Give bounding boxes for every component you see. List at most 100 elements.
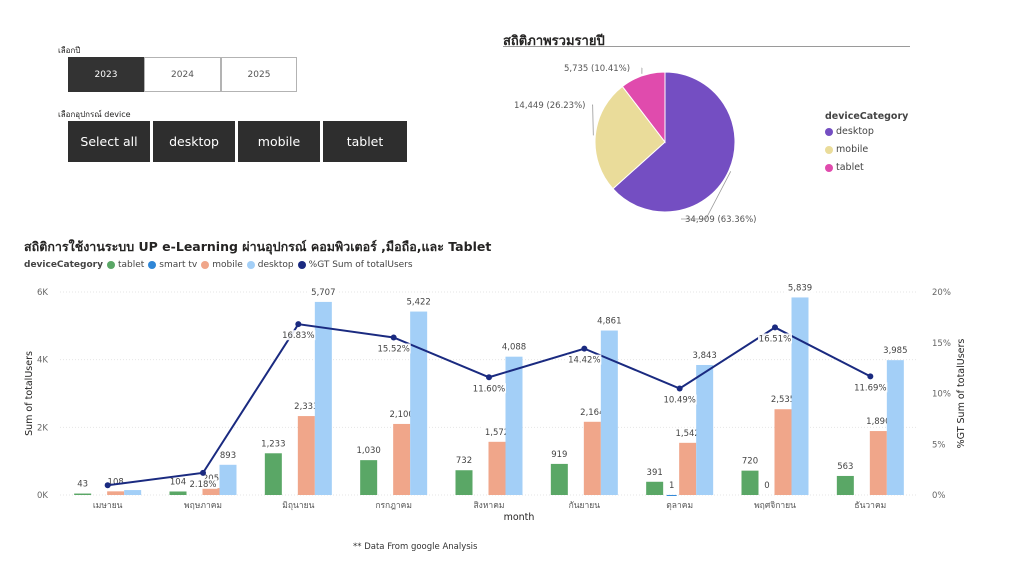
bar-mobile-0[interactable]	[107, 491, 125, 495]
pct-gt-point-7[interactable]	[772, 324, 778, 331]
data-label-bg	[75, 478, 90, 489]
data-label-bg	[454, 455, 474, 466]
pct-gt-point-5[interactable]	[581, 345, 588, 352]
data-label-bg	[354, 445, 384, 456]
x-tick-label: กรกฎาคม	[375, 501, 412, 511]
x-tick-label: พฤศจิกายน	[754, 501, 796, 511]
pie-slice-desktop[interactable]	[612, 71, 736, 213]
year-button-2024[interactable]: 2024	[144, 57, 221, 92]
data-label-bg	[258, 438, 288, 449]
pct-gt-point-1[interactable]	[200, 469, 206, 476]
pie-legend-mobile[interactable]: mobile	[825, 144, 868, 155]
x-axis-title: month	[504, 512, 535, 523]
x-tick-label: พฤษภาคม	[184, 501, 222, 511]
data-label-bg	[785, 282, 815, 293]
pct-gt-label: 11.60%	[473, 384, 505, 394]
bar-desktop-8[interactable]	[886, 360, 904, 495]
device-button-desktop[interactable]: desktop	[153, 121, 235, 162]
data-label-bg	[740, 455, 760, 466]
year-button-2025[interactable]: 2025	[221, 57, 297, 92]
device-button-select-all[interactable]: Select all	[68, 121, 150, 162]
bar-desktop-1[interactable]	[219, 464, 237, 495]
bar-mobile-2[interactable]	[297, 416, 315, 495]
pct-gt-point-2[interactable]	[295, 321, 302, 328]
bar-tablet-3[interactable]	[360, 460, 378, 495]
data-label-mobile: 2,333	[294, 402, 318, 412]
legend-item-tablet[interactable]: tablet	[106, 260, 144, 270]
bar-desktop-7[interactable]	[791, 297, 809, 495]
bar-tablet-8[interactable]	[836, 475, 854, 495]
legend-item-desktop[interactable]: desktop	[246, 260, 294, 270]
legend-item-pct-gt[interactable]: %GT Sum of totalUsers	[297, 260, 413, 270]
data-label-desktop: 3,843	[692, 351, 716, 361]
pie-legend-title: deviceCategory	[825, 111, 909, 122]
bar-desktop-3[interactable]	[410, 311, 428, 495]
pct-gt-point-6[interactable]	[676, 385, 683, 392]
device-button-mobile[interactable]: mobile	[238, 121, 320, 162]
bar-smart-tv-6[interactable]	[666, 494, 677, 496]
legend-item-smart-tv[interactable]: smart tv	[148, 260, 197, 270]
bar-tablet-5[interactable]	[550, 463, 568, 495]
pie-legend-desktop[interactable]: desktop	[825, 126, 874, 137]
bar-desktop-0[interactable]	[124, 490, 142, 495]
bar-desktop-5[interactable]	[600, 330, 618, 495]
pct-gt-point-0[interactable]	[104, 482, 111, 489]
pct-gt-point-4[interactable]	[486, 374, 492, 381]
bar-desktop-2[interactable]	[314, 301, 332, 495]
legend-label: mobile	[836, 144, 869, 155]
bar-mobile-6[interactable]	[679, 442, 697, 495]
device-button-tablet[interactable]: tablet	[323, 121, 407, 162]
x-tick-label: เมษายน	[93, 501, 123, 511]
pie-slice-mobile[interactable]	[594, 85, 666, 190]
pie-chart: 34,909 (63.36%) 14,449 (26.23%) 5,735 (10.…	[514, 64, 757, 225]
data-label-desktop: 5,707	[311, 288, 335, 298]
pie-leader-line	[681, 171, 732, 220]
legend-label: tablet	[836, 162, 864, 173]
bar-tablet-7[interactable]	[741, 470, 759, 495]
year-button-2023[interactable]: 2023	[68, 57, 144, 92]
line-label-bg	[758, 333, 792, 344]
bar-mobile-5[interactable]	[583, 421, 601, 495]
data-label-bg	[673, 427, 703, 438]
chart-legend-title: deviceCategory	[24, 260, 103, 270]
line-label-bg	[567, 354, 602, 365]
bar-mobile-4[interactable]	[488, 441, 506, 495]
y2-tick-label: 0%	[932, 491, 946, 501]
data-label-bg	[667, 479, 677, 490]
data-label-desktop: 3,985	[883, 346, 907, 356]
bar-tablet-0[interactable]	[74, 493, 92, 495]
bar-tablet-6[interactable]	[646, 481, 664, 495]
data-label-mobile: 2,535	[771, 395, 795, 405]
bar-tablet-4[interactable]	[455, 470, 473, 495]
pie-leader-line	[592, 104, 594, 136]
data-label-smart-tv: 0	[764, 481, 769, 491]
line-label-bg	[376, 343, 411, 354]
pct-gt-point-3[interactable]	[390, 334, 397, 341]
chart-title: สถิติการใช้งานระบบ UP e-Learning ผ่านอุป…	[24, 239, 492, 254]
pct-gt-point-8[interactable]	[867, 373, 874, 380]
bar-mobile-7[interactable]	[774, 409, 792, 495]
bar-desktop-6[interactable]	[696, 364, 714, 495]
y2-tick-label: 20%	[932, 288, 951, 298]
pie-legend-tablet[interactable]: tablet	[825, 162, 864, 173]
bar-tablet-1[interactable]	[169, 491, 187, 495]
legend-label: desktop	[836, 126, 874, 137]
y-tick-label: 0K	[37, 491, 48, 501]
pct-gt-label: 11.69%	[854, 383, 886, 393]
bar-mobile-8[interactable]	[869, 431, 887, 495]
x-tick-label: สิงหาคม	[473, 501, 504, 511]
pie-slice-tablet[interactable]	[621, 71, 666, 144]
pct-gt-label: 14.42%	[568, 356, 600, 366]
bar-mobile-3[interactable]	[393, 423, 411, 495]
data-label-bg	[768, 394, 798, 405]
bar-tablet-2[interactable]	[264, 453, 282, 495]
legend-item-mobile[interactable]: mobile	[201, 260, 243, 270]
bar-mobile-1[interactable]	[202, 488, 220, 495]
data-label-desktop: 5,422	[406, 298, 430, 308]
data-label-bg	[645, 466, 665, 477]
data-label-mobile: 2,164	[580, 408, 604, 418]
data-label-bg	[291, 401, 321, 412]
bar-desktop-4[interactable]	[505, 356, 523, 495]
data-label-bg	[106, 476, 126, 487]
y-tick-label: 6K	[37, 288, 48, 298]
